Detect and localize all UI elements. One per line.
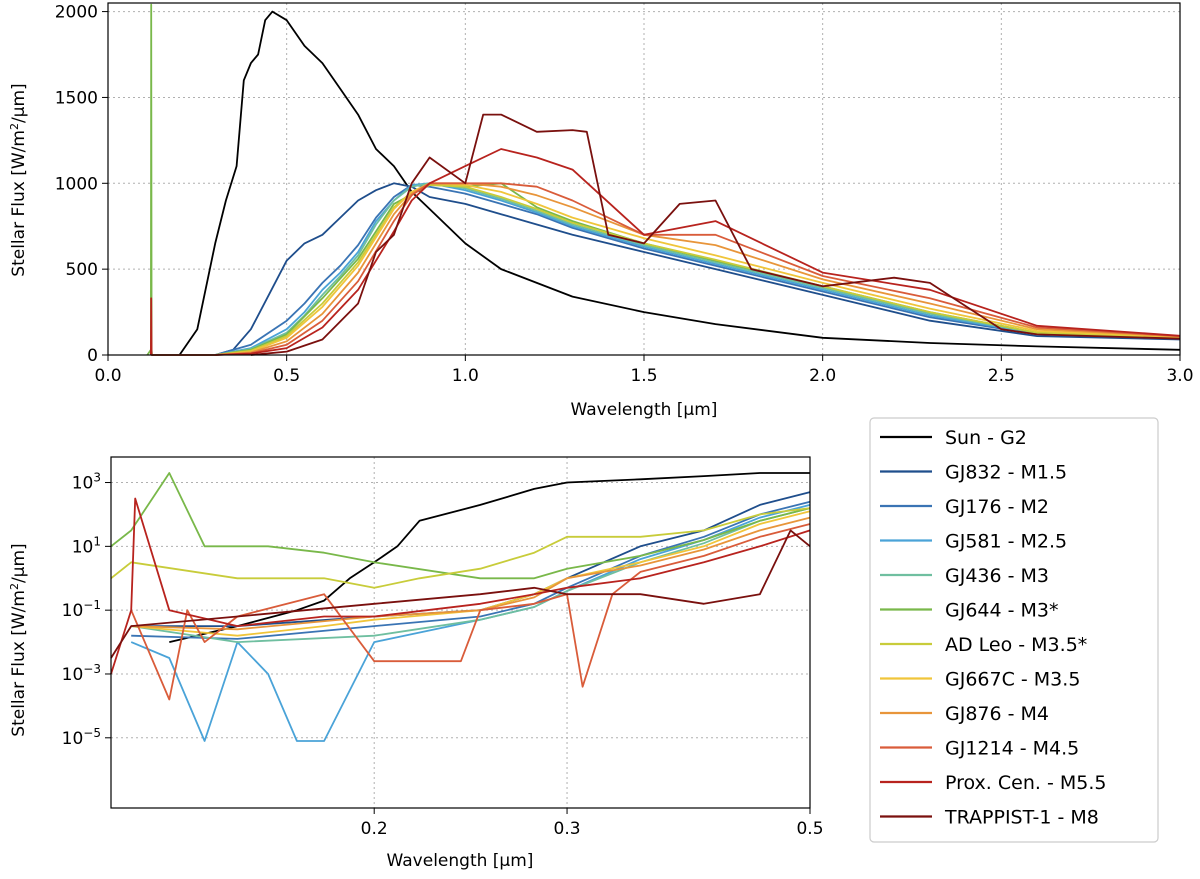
- legend-label: GJ644 - M3*: [945, 600, 1059, 622]
- legend-label: GJ1214 - M4.5: [945, 738, 1079, 760]
- bottom-series-gj876-m4: [131, 516, 811, 631]
- bottom-y-tick-label: 101: [72, 534, 101, 557]
- top-y-tick-label: 0: [87, 346, 98, 366]
- bottom-ylabel: Stellar Flux [W/m2/μm]: [8, 543, 30, 736]
- bottom-x-tick-label: 0.5: [796, 819, 823, 839]
- top-xlabel: Wavelength [μm]: [571, 400, 718, 420]
- bottom-series-ad-leo-m3-5: [110, 507, 811, 589]
- legend-items: Sun - G2 GJ832 - M1.5 GJ176 - M2 GJ581 - M2…: [880, 427, 1106, 829]
- legend-label: GJ436 - M3: [945, 565, 1049, 587]
- top-grid: [107, 3, 1181, 356]
- legend: Sun - G2 GJ832 - M1.5 GJ176 - M2 GJ581 - M2…: [869, 417, 1159, 843]
- top-x-tick-label: 0.0: [94, 366, 121, 386]
- bottom-axes-frame: [110, 456, 811, 809]
- bottom-x-tick-label: 0.2: [361, 819, 388, 839]
- legend-label: TRAPPIST-1 - M8: [944, 807, 1099, 829]
- legend-label: Sun - G2: [945, 427, 1027, 449]
- bottom-y-tick-label: 103: [72, 471, 101, 494]
- bottom-series-gj644-m3: [110, 472, 811, 580]
- legend-label: GJ176 - M2: [945, 496, 1049, 518]
- top-x-tick-label: 2.5: [988, 366, 1015, 386]
- top-series-gj667c-m3-5: [215, 182, 1181, 356]
- top-series-gj876-m4: [215, 182, 1181, 356]
- legend-box: [869, 417, 1159, 843]
- top-ticks: 0.0 0.5 1.0 1.5 2.0 2.5 3.0 0 500 1000 1500 2000: [55, 3, 1194, 386]
- top-y-tick-label: 2000: [55, 3, 98, 23]
- bottom-series-trappist-1-m8: [110, 529, 811, 659]
- bottom-ticks: 0.2 0.3 0.5 10−5 10−3 10−1 101 103: [62, 471, 824, 839]
- legend-label: GJ581 - M2.5: [945, 531, 1067, 553]
- top-y-tick-label: 1000: [55, 174, 98, 194]
- top-x-tick-label: 1.0: [452, 366, 479, 386]
- top-series-trappist-1-m8: [250, 113, 1181, 356]
- top-x-tick-label: 1.5: [630, 366, 657, 386]
- top-series-gj1214-m4-5: [215, 182, 1181, 356]
- bottom-series-prox-cen-m5-5: [110, 497, 811, 675]
- bottom-xlabel: Wavelength [μm]: [387, 851, 534, 871]
- top-x-tick-label: 0.5: [273, 366, 300, 386]
- legend-label: GJ667C - M3.5: [945, 669, 1080, 691]
- top-ylabel: Stellar Flux [W/m2/μm]: [8, 83, 30, 276]
- bottom-y-tick-label: 10−1: [62, 598, 101, 621]
- legend-label: AD Leo - M3.5*: [945, 634, 1087, 656]
- top-panel: 0.0 0.5 1.0 1.5 2.0 2.5 3.0 0 500 1000 1500 2000 Wa…: [8, 2, 1194, 420]
- bottom-y-tick-label: 10−3: [62, 662, 101, 685]
- bottom-series-gj832-m1-5: [131, 491, 811, 627]
- top-series: [146, 3, 1181, 356]
- top-y-tick-label: 1500: [55, 88, 98, 108]
- bottom-series-sun-g2: [169, 472, 810, 643]
- top-series-gj644-m3: [146, 3, 1181, 356]
- top-x-tick-label: 2.0: [809, 366, 836, 386]
- legend-label: GJ832 - M1.5: [945, 462, 1067, 484]
- legend-label: GJ876 - M4: [945, 703, 1049, 725]
- bottom-x-tick-label: 0.3: [554, 819, 581, 839]
- top-series-ad-leo-m3-5: [215, 184, 1181, 356]
- bottom-series: [110, 472, 811, 742]
- top-series-gj176-m2: [214, 184, 1181, 356]
- bottom-y-tick-label: 10−5: [62, 726, 101, 749]
- bottom-series-gj176-m2: [131, 500, 811, 640]
- top-y-tick-label: 500: [66, 260, 98, 280]
- legend-label: Prox. Cen. - M5.5: [945, 772, 1106, 794]
- bottom-series-gj581-m2-5: [130, 504, 811, 742]
- bottom-panel: 0.2 0.3 0.5 10−5 10−3 10−1 101 103 Wavelength […: [8, 456, 824, 871]
- top-series-sun-g2: [178, 10, 1181, 356]
- bottom-series-gj1214-m4-5: [130, 523, 811, 701]
- top-x-tick-label: 3.0: [1166, 366, 1193, 386]
